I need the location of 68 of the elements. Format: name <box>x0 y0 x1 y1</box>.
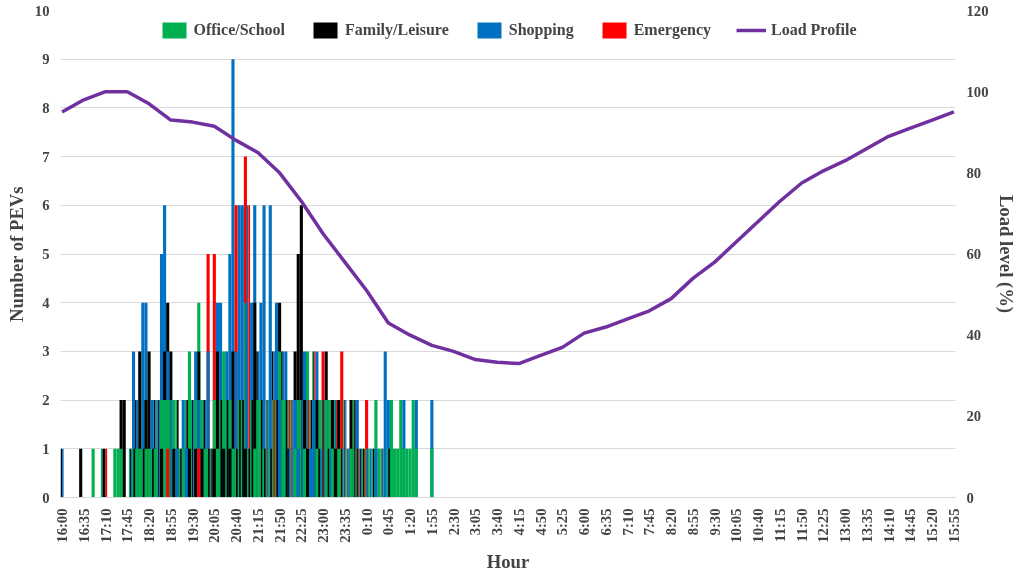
x-tick-label: 12:25 <box>815 508 832 543</box>
x-tick-label: 10:40 <box>750 508 767 543</box>
y2-tick-label: 40 <box>966 327 982 344</box>
x-tick-label: 7:45 <box>641 508 658 536</box>
x-tick-label: 0:45 <box>380 508 397 536</box>
x-tick-label: 13:35 <box>858 508 875 543</box>
y2-tick-label: 60 <box>966 246 982 262</box>
x-tick-label: 7:10 <box>619 508 636 536</box>
x-tick-label: 6:35 <box>597 508 614 536</box>
x-tick-label: 6:00 <box>576 508 593 536</box>
x-tick-label: 3:40 <box>489 508 506 536</box>
legend-label: Office/School <box>193 21 286 39</box>
x-tick-label: 17:10 <box>97 508 114 543</box>
legend-label: Family/Leisure <box>345 21 449 39</box>
y-tick-label: 10 <box>34 2 50 19</box>
y-tick-label: 8 <box>42 99 50 116</box>
x-tick-label: 21:50 <box>271 508 288 543</box>
x-tick-label: 4:15 <box>510 508 527 536</box>
x-tick-label: 18:20 <box>141 508 158 543</box>
legend-label: Shopping <box>508 21 574 39</box>
y2-axis-title: Load level (%) <box>995 194 1018 314</box>
x-tick-label: 9:30 <box>706 508 723 536</box>
y2-tick-label: 80 <box>966 164 982 181</box>
x-tick-label: 13:00 <box>837 508 854 543</box>
x-tick-label: 10:05 <box>728 508 745 543</box>
y-tick-label: 6 <box>42 197 50 214</box>
x-axis-title: Hour <box>486 550 530 572</box>
x-tick-label: 18:55 <box>162 508 179 543</box>
x-tick-label: 8:20 <box>663 508 680 536</box>
y-tick-label: 2 <box>42 392 50 409</box>
x-tick-label: 1:55 <box>423 508 440 536</box>
x-tick-label: 8:55 <box>684 508 701 536</box>
y-tick-label: 0 <box>42 489 50 506</box>
x-tick-label: 19:30 <box>184 508 201 543</box>
x-tick-label: 20:40 <box>228 508 245 543</box>
legend-label: Emergency <box>633 21 712 39</box>
y-tick-label: 9 <box>42 51 50 68</box>
x-tick-label: 21:15 <box>249 508 266 543</box>
x-tick-label: 15:20 <box>924 508 941 543</box>
y2-tick-label: 0 <box>966 489 974 506</box>
x-tick-label: 15:55 <box>945 508 962 543</box>
x-tick-label: 11:50 <box>793 508 810 542</box>
y2-tick-label: 120 <box>966 2 989 19</box>
x-tick-label: 1:20 <box>402 508 419 536</box>
x-tick-label: 16:35 <box>75 508 92 543</box>
x-tick-label: 23:35 <box>336 508 353 543</box>
x-tick-label: 0:10 <box>358 508 375 536</box>
x-tick-label: 22:25 <box>293 508 310 543</box>
x-tick-label: 5:25 <box>554 508 571 536</box>
x-tick-label: 16:00 <box>54 508 71 543</box>
y-tick-label: 3 <box>42 343 50 360</box>
x-tick-label: 14:10 <box>880 508 897 543</box>
legend-label: Load Profile <box>771 21 857 39</box>
y-axis-title: Number of PEVs <box>5 186 27 322</box>
x-tick-label: 3:05 <box>467 508 484 536</box>
x-tick-label: 2:30 <box>445 508 462 536</box>
x-tick-label: 14:45 <box>902 508 919 543</box>
y2-tick-label: 20 <box>966 408 982 425</box>
x-tick-label: 20:05 <box>206 508 223 543</box>
x-tick-label: 23:00 <box>315 508 332 543</box>
y2-tick-label: 100 <box>966 83 989 100</box>
x-tick-label: 11:15 <box>771 508 788 542</box>
y-tick-label: 4 <box>42 294 51 311</box>
y-tick-label: 7 <box>42 148 50 165</box>
y-tick-label: 1 <box>42 440 50 457</box>
y-tick-label: 5 <box>42 246 50 262</box>
x-tick-label: 4:50 <box>532 508 549 536</box>
x-tick-label: 17:45 <box>119 508 136 543</box>
